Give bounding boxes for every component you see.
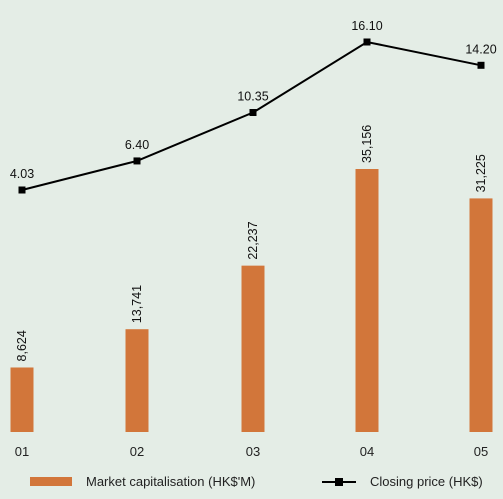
line-value-label-02: 6.40 [125, 138, 149, 152]
bar-value-label-05: 31,225 [474, 154, 488, 192]
x-tick-label-01: 01 [15, 444, 29, 459]
legend-label-market-cap: Market capitalisation (HK$'M) [86, 474, 256, 489]
x-tick-label-05: 05 [474, 444, 488, 459]
x-tick-label-04: 04 [360, 444, 374, 459]
line-point-01 [18, 186, 26, 194]
bar-value-label-04: 35,156 [360, 125, 374, 163]
bar-05 [469, 198, 493, 432]
legend: Market capitalisation (HK$'M) Closing pr… [0, 470, 503, 496]
legend-item-market-cap: Market capitalisation (HK$'M) [30, 474, 255, 489]
legend-swatch-bar [30, 477, 72, 486]
line-value-label-04: 16.10 [351, 19, 382, 33]
line-point-04 [363, 38, 371, 46]
combo-chart: 8,624 13,741 22,237 35,156 31,225 4.03 6.40 10.… [10, 19, 497, 459]
line-value-label-01: 4.03 [10, 167, 34, 181]
legend-item-closing-price: Closing price (HK$) [322, 474, 483, 489]
bar-02 [125, 329, 149, 432]
line-value-label-05: 14.20 [465, 42, 496, 56]
line-point-05 [477, 61, 485, 69]
bar-04 [355, 169, 379, 432]
line-point-03 [249, 109, 257, 117]
line-point-02 [133, 157, 141, 165]
bar-value-label-02: 13,741 [130, 285, 144, 323]
bar-01 [10, 367, 34, 432]
bar-03 [241, 265, 265, 432]
line-value-label-03: 10.35 [237, 90, 268, 104]
bar-value-label-01: 8,624 [15, 330, 29, 361]
legend-swatch-line [322, 477, 356, 487]
bar-value-label-03: 22,237 [246, 221, 260, 259]
x-tick-label-02: 02 [130, 444, 144, 459]
legend-label-closing-price: Closing price (HK$) [370, 474, 483, 489]
x-tick-label-03: 03 [246, 444, 260, 459]
